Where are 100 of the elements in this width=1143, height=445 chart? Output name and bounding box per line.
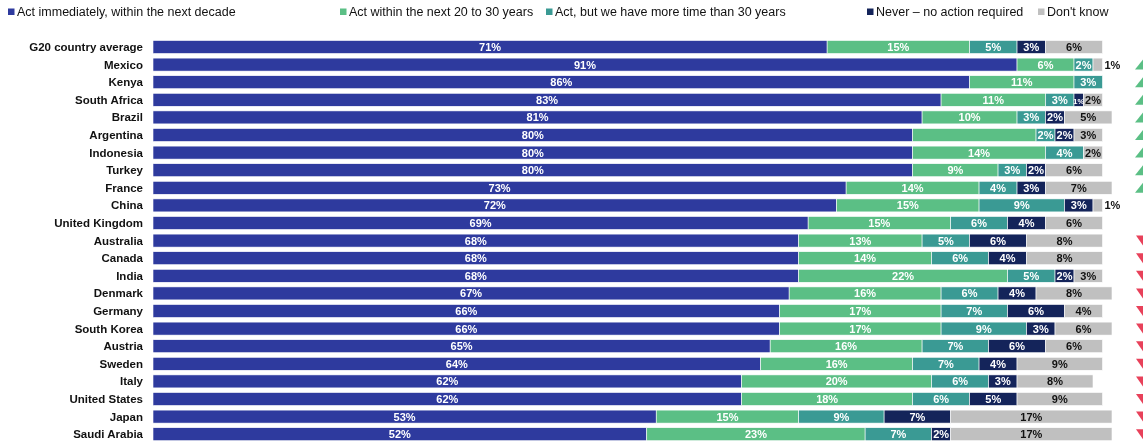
data-label: 9% <box>1013 199 1030 212</box>
data-label: 10% <box>958 111 981 124</box>
data-label: 9% <box>1051 393 1068 405</box>
data-label: 67% <box>460 287 483 300</box>
data-label: 5% <box>985 393 1002 405</box>
data-label: 4% <box>990 181 1007 194</box>
data-label: 68% <box>464 252 488 265</box>
data-label: 66% <box>455 322 478 335</box>
data-label: 2% <box>1085 93 1102 106</box>
data-label: 9% <box>947 164 964 177</box>
data-label: 17% <box>1020 428 1043 441</box>
data-label: 64% <box>445 357 469 370</box>
data-label: 8% <box>1047 375 1064 388</box>
data-label: 23% <box>744 428 768 441</box>
y-tick-label: United Kingdom <box>54 217 143 229</box>
data-label: 8% <box>1066 287 1083 300</box>
data-label: 52% <box>388 428 412 441</box>
data-label: 6% <box>990 234 1007 247</box>
data-label: 4% <box>999 252 1016 265</box>
data-label: 80% <box>521 146 545 159</box>
data-label: 17% <box>849 322 872 335</box>
data-label: 69% <box>469 217 492 229</box>
y-tick-label: Denmark <box>93 287 144 300</box>
data-label: 3% <box>1023 41 1040 53</box>
y-tick-label: Japan <box>109 410 143 423</box>
data-label: 5% <box>1080 111 1097 124</box>
y-tick-label: Argentina <box>89 129 144 141</box>
legend-label: Don't know <box>1047 5 1110 19</box>
data-label: 7% <box>890 428 907 441</box>
data-label: 15% <box>716 410 739 423</box>
data-label: 3% <box>1080 76 1097 89</box>
data-label: 6% <box>952 375 969 388</box>
y-tick-label: Australia <box>93 234 144 247</box>
data-label: 6% <box>1066 164 1083 177</box>
y-tick-label: Brazil <box>111 111 143 124</box>
y-tick-label: France <box>105 181 143 194</box>
data-label: 18% <box>816 393 839 405</box>
data-label: 2% <box>933 428 950 441</box>
data-label: 16% <box>835 340 858 353</box>
data-label: 2% <box>1028 164 1045 177</box>
data-label: 83% <box>536 93 559 106</box>
data-label: 4% <box>1075 305 1092 317</box>
data-label: 2% <box>1047 111 1064 124</box>
data-label: 14% <box>968 146 991 159</box>
series-label: Act immediately, within the next decade <box>17 5 236 19</box>
data-label: 2% <box>1075 58 1092 71</box>
y-tick-label: South Korea <box>74 322 144 335</box>
data-label: 65% <box>450 340 473 353</box>
data-label: 6% <box>971 217 988 229</box>
data-label: 8% <box>1056 252 1073 265</box>
data-label: 80% <box>521 129 545 141</box>
data-label: 11% <box>982 93 1005 106</box>
y-tick-label: Germany <box>93 305 144 317</box>
data-label: 8% <box>1056 234 1073 247</box>
data-label: 73% <box>488 181 511 194</box>
data-label: 11% <box>1011 76 1033 89</box>
data-label: 13% <box>849 234 872 247</box>
y-tick-label: United States <box>69 393 143 405</box>
data-label: 6% <box>1066 217 1083 229</box>
data-label: 7% <box>1070 181 1087 194</box>
data-label: 4% <box>1018 217 1035 229</box>
data-label: 6% <box>1075 322 1092 335</box>
data-label: 16% <box>854 287 877 300</box>
data-label: 3% <box>994 375 1011 388</box>
data-label: 6% <box>1066 41 1083 53</box>
y-tick-label: Mexico <box>104 58 143 71</box>
legend-label: Act, but we have more time than 30 years <box>555 5 786 19</box>
data-label: 7% <box>937 357 954 370</box>
data-label: 2% <box>1056 269 1073 282</box>
data-label: 2% <box>1085 146 1102 159</box>
data-label: 3% <box>1032 322 1049 335</box>
data-label: 2% <box>1037 129 1054 141</box>
data-label: 7% <box>909 410 926 423</box>
data-label: 1% <box>1104 199 1121 212</box>
data-label: 14% <box>901 181 924 194</box>
data-label: 3% <box>1004 164 1021 177</box>
data-label: 9% <box>1051 357 1068 370</box>
data-label: 6% <box>1028 305 1045 317</box>
data-label: 3% <box>1023 181 1040 194</box>
data-label: 5% <box>937 234 954 247</box>
data-label: 17% <box>849 305 872 317</box>
y-tick-label: South Africa <box>75 93 144 106</box>
data-label: 3% <box>1080 129 1097 141</box>
data-label: 66% <box>455 305 478 317</box>
y-tick-label: Turkey <box>106 164 144 177</box>
data-label: 5% <box>1023 269 1040 282</box>
data-label: 5% <box>985 41 1002 53</box>
data-label: 9% <box>833 410 850 423</box>
data-label: 15% <box>868 217 891 229</box>
data-label: 4% <box>1009 287 1026 300</box>
data-label: 3% <box>1070 199 1087 212</box>
data-label: 68% <box>464 234 488 247</box>
y-tick-label: China <box>111 199 144 212</box>
y-tick-label: India <box>116 269 144 282</box>
data-label: 3% <box>1051 93 1068 106</box>
data-label: 22% <box>892 269 915 282</box>
data-label: 17% <box>1020 410 1043 423</box>
data-label: 86% <box>550 76 573 89</box>
data-label: 71% <box>479 41 502 53</box>
data-label: 4% <box>990 357 1007 370</box>
